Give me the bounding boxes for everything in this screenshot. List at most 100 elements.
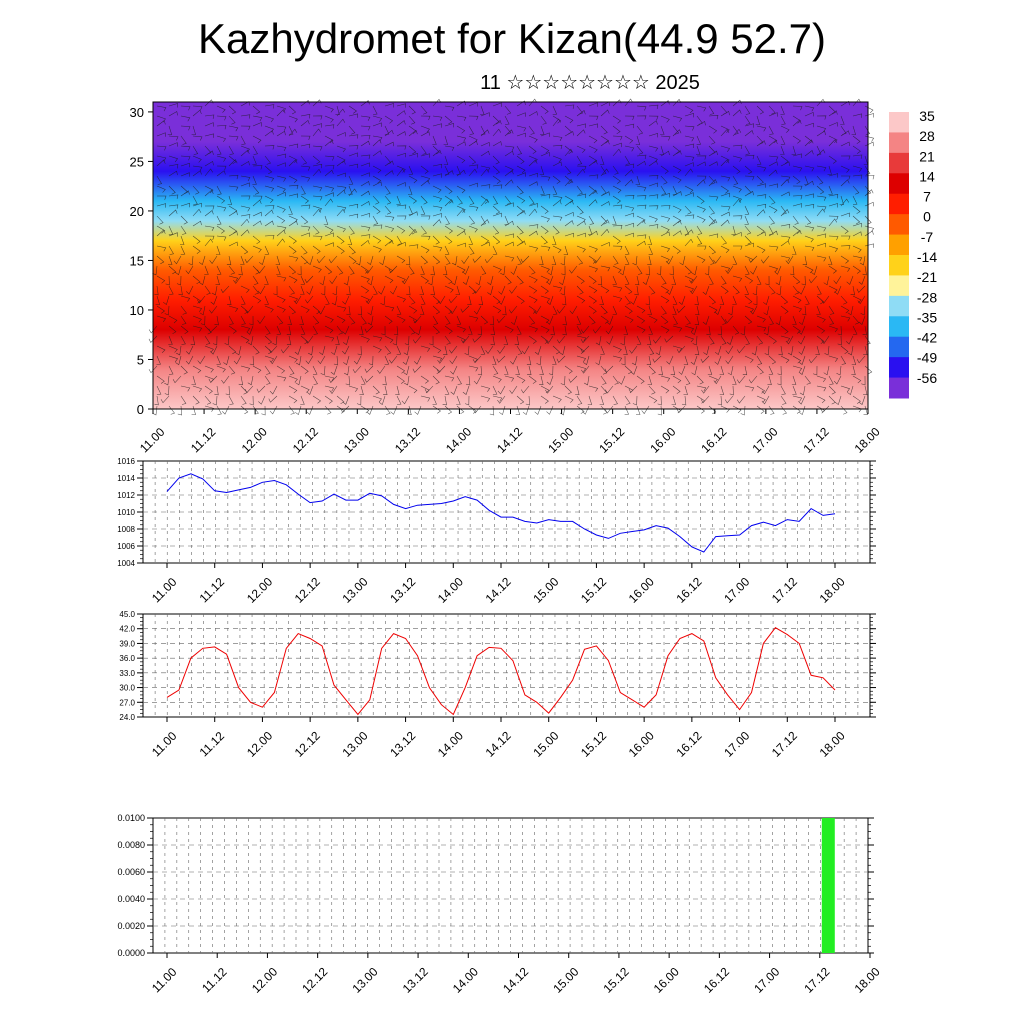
wind-barb [252, 365, 262, 374]
wind-barb [763, 305, 770, 316]
wind-barb [240, 160, 250, 167]
wind-barb [240, 395, 247, 405]
wind-barb [348, 145, 359, 150]
wind-barb [576, 345, 585, 354]
wind-barb [696, 179, 706, 187]
wind-barb [671, 395, 676, 405]
wind-barb [840, 115, 845, 125]
wind-barb [288, 175, 298, 184]
wind-barb [336, 145, 346, 153]
wind-barb [156, 385, 162, 395]
wind-barb [552, 199, 562, 207]
wind-barb [732, 285, 740, 295]
colorbar-label: 35 [919, 108, 935, 124]
wind-barb [328, 375, 338, 383]
wind-barb [228, 115, 236, 125]
wind-barb [348, 152, 358, 157]
temp-x-tick-label: 15.00 [530, 728, 561, 759]
wind-barb [576, 232, 586, 238]
wind-barb [384, 315, 393, 324]
precip-y-tick-label: 0.0020 [117, 921, 145, 931]
wind-barb [857, 295, 866, 305]
wind-barb [636, 234, 647, 239]
wind-barb [720, 315, 727, 325]
wind-barb [836, 365, 842, 376]
wind-barb [216, 205, 227, 212]
wind-barb [240, 175, 251, 182]
wind-barb [600, 228, 610, 237]
wind-barb [612, 275, 617, 285]
wind-barb [367, 315, 374, 326]
wind-barb [465, 375, 471, 386]
wind-barb [676, 405, 686, 414]
wind-barb [480, 395, 491, 402]
wind-barb [695, 305, 700, 316]
wind-barb [240, 114, 251, 119]
wind-barb [504, 275, 512, 285]
temp-y-tick-label: 45.0 [119, 610, 135, 619]
wind-barb [636, 305, 646, 314]
wind-barb [804, 122, 814, 128]
wind-barb [444, 275, 453, 285]
wind-barb [443, 135, 448, 145]
wind-barb [456, 335, 466, 343]
wind-barb [647, 255, 652, 266]
wind-barb [468, 365, 479, 372]
wind-barb [859, 255, 866, 266]
wind-barb [444, 235, 453, 245]
wind-barb [221, 375, 230, 384]
wind-barb [720, 175, 731, 182]
wind-barb [372, 215, 379, 225]
wind-barb [480, 198, 490, 207]
wind-barb [816, 385, 827, 392]
wind-barb [480, 165, 491, 172]
wind-barb [456, 395, 461, 405]
wind-barb [275, 255, 281, 265]
wind-barb [840, 245, 851, 250]
wind-barb [683, 385, 688, 395]
wind-barb [852, 245, 862, 253]
wind-barb [657, 395, 662, 406]
wind-barb [748, 255, 758, 263]
wind-barb [576, 335, 587, 342]
wind-barb [312, 185, 323, 192]
wind-barb [546, 275, 554, 285]
wind-barb [300, 119, 310, 127]
wind-barb [636, 240, 646, 247]
wind-barb [588, 215, 595, 225]
wind-barb [600, 165, 607, 175]
wind-barb [432, 149, 442, 157]
wind-barb [526, 355, 532, 366]
wind-barb [348, 134, 359, 139]
wind-barb [717, 325, 722, 336]
wind-barb [450, 365, 458, 375]
wind-barb [498, 295, 506, 305]
wind-barb [449, 305, 458, 315]
precip-bar [821, 818, 835, 953]
wind-barb [635, 135, 641, 145]
wind-barb [729, 385, 734, 396]
wind-barb [264, 115, 274, 123]
wind-barb [324, 165, 335, 170]
wind-barb [504, 179, 514, 187]
wind-barb [600, 191, 610, 197]
wind-barbs [148, 98, 875, 416]
colorbar-label: 7 [923, 189, 931, 205]
wind-barb [408, 265, 415, 275]
wind-barb [804, 215, 812, 225]
wind-barb [396, 295, 406, 303]
pmsl-x-tick-label: 11.00 [149, 575, 180, 606]
temp-x-tick-label: 14.00 [435, 728, 466, 759]
wind-barb [780, 405, 787, 415]
wind-barb [233, 275, 242, 284]
wind-barb [691, 325, 698, 336]
wind-barb [420, 179, 430, 187]
wind-barb [516, 395, 525, 405]
wind-barb [367, 305, 374, 316]
wind-barb [264, 175, 275, 182]
wind-barb [660, 175, 668, 185]
wind-barb [612, 142, 622, 148]
wind-barb [504, 255, 515, 262]
wind-barb [396, 145, 407, 150]
wind-barb [660, 295, 670, 304]
